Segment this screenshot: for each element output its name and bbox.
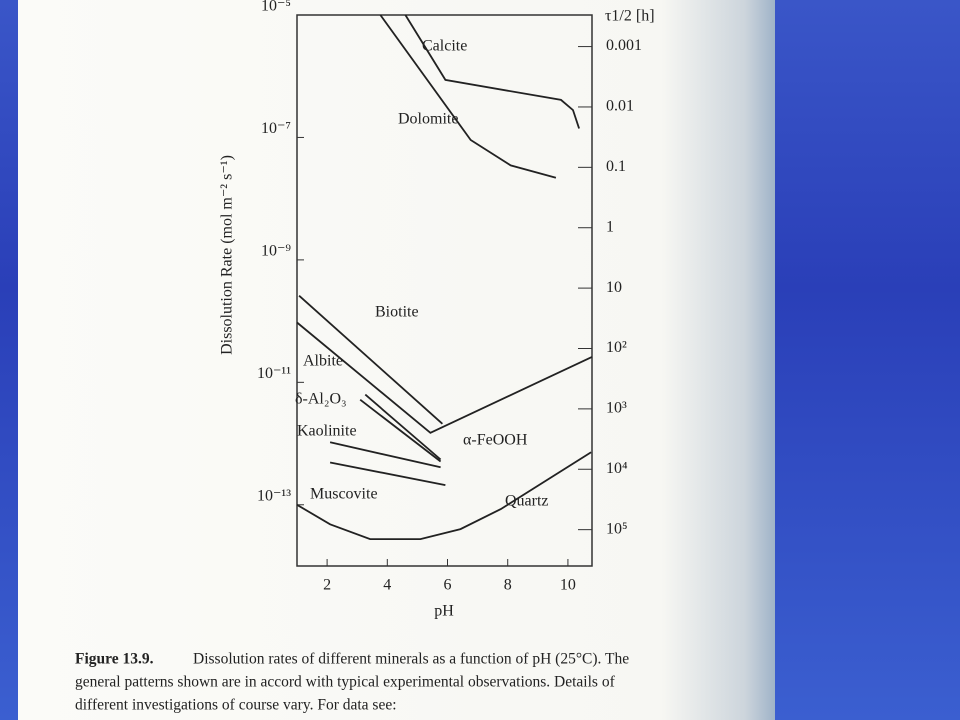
x-tick-label: 2 — [323, 577, 331, 594]
y-tick-label: 10⁻¹³ — [257, 487, 291, 504]
y2-tick-label: 0.01 — [606, 98, 634, 115]
y2-tick-label: 10⁴ — [606, 460, 628, 477]
curve-label: Kaolinite — [297, 423, 357, 440]
y2-tick-label: 10 — [606, 279, 622, 296]
y-axis-label: Dissolution Rate (mol m⁻² s⁻¹) — [219, 155, 236, 355]
x-tick-label: 4 — [383, 577, 391, 594]
curve — [359, 398, 442, 463]
caption-line: different investigations of course vary.… — [75, 697, 397, 714]
caption-label: Figure 13.9. — [75, 651, 154, 668]
curve — [329, 441, 441, 469]
y-tick-label: 10⁻¹¹ — [257, 365, 291, 382]
caption-line: Dissolution rates of different minerals … — [193, 651, 629, 668]
x-tick-label: 6 — [444, 577, 452, 594]
curve — [379, 14, 557, 179]
curve-label: α-FeOOH — [463, 432, 528, 449]
curve — [298, 295, 443, 425]
curve-label: δ-Al₂O₃ — [295, 391, 347, 408]
y2-tick-label: 1 — [606, 218, 614, 235]
curve-label: Albite — [303, 353, 343, 370]
y-tick-label: 10⁻⁷ — [261, 120, 291, 137]
curve-label: Biotite — [375, 304, 419, 321]
y2-tick-label: 10³ — [606, 400, 627, 417]
curve — [296, 321, 593, 434]
y2-tick-label: 0.1 — [606, 158, 626, 175]
x-tick-label: 8 — [504, 577, 512, 594]
curve-label: Muscovite — [310, 486, 378, 503]
y2-tick-label: 0.001 — [606, 37, 642, 54]
curve — [296, 451, 592, 540]
curve-label: Dolomite — [398, 111, 458, 128]
caption-line: general patterns shown are in accord wit… — [75, 674, 616, 691]
y-tick-label: 10⁻⁹ — [261, 243, 291, 260]
x-tick-label: 10 — [560, 577, 576, 594]
scanned-page — [18, 0, 775, 720]
curve — [329, 461, 446, 486]
y2-tick-label: 10² — [606, 339, 627, 356]
curve-label: Quartz — [505, 493, 549, 510]
y2-axis-label: τ1/2 [h] — [605, 8, 655, 25]
y2-tick-label: 10⁵ — [606, 520, 628, 537]
curve — [404, 14, 580, 129]
curve-label: Calcite — [422, 38, 467, 55]
y-tick-label: 10⁻⁵ — [261, 0, 291, 15]
plot-frame — [296, 14, 593, 567]
curve — [364, 393, 442, 461]
x-axis-label: pH — [434, 603, 454, 620]
